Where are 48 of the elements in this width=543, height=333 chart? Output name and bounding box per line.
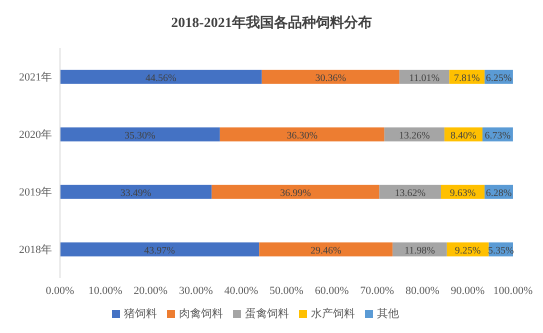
bar <box>60 242 260 256</box>
x-tick-label: 0.00% <box>46 284 74 297</box>
bar <box>60 127 220 142</box>
data-label: 33.49% <box>120 188 152 199</box>
x-tick-label: 20.00% <box>134 284 168 297</box>
x-tick-label: 40.00% <box>224 284 258 297</box>
data-label: 30.36% <box>315 72 346 84</box>
data-label: 7.81% <box>454 72 480 84</box>
bar <box>259 242 393 256</box>
bar <box>60 184 212 199</box>
legend-label: 蛋禽饲料 <box>245 308 289 320</box>
data-label: 44.56% <box>146 72 176 84</box>
data-label: 43.97% <box>144 245 176 256</box>
data-label: 6.25% <box>486 72 512 84</box>
x-tick-label: 100.00% <box>493 284 533 297</box>
x-tick-label: 60.00% <box>314 284 349 297</box>
y-tick-label: 2018年 <box>19 244 52 256</box>
data-label: 13.62% <box>394 188 426 199</box>
data-label: 6.73% <box>484 130 511 142</box>
bar <box>220 127 384 142</box>
data-label: 13.26% <box>398 130 430 142</box>
legend-label: 肉禽饲料 <box>179 308 223 320</box>
bar <box>262 70 400 84</box>
x-tick-label: 10.00% <box>88 284 122 297</box>
data-label: 11.01% <box>409 72 440 84</box>
x-tick-label: 90.00% <box>450 284 485 297</box>
data-label: 8.40% <box>450 130 476 142</box>
data-label: 29.46% <box>310 245 342 256</box>
data-label: 36.99% <box>280 188 311 199</box>
bar <box>212 184 380 199</box>
y-tick-label: 2020年 <box>19 129 52 142</box>
x-tick-label: 50.00% <box>270 284 304 297</box>
data-label: 35.30% <box>124 130 156 142</box>
data-label: 11.98% <box>404 245 436 256</box>
legend-label: 猪饲料 <box>124 308 157 320</box>
data-label: 9.25% <box>454 245 481 256</box>
legend-label: 其他 <box>377 308 399 320</box>
bar <box>60 70 262 84</box>
y-tick-label: 2021年 <box>19 72 52 84</box>
x-tick-label: 30.00% <box>178 284 213 297</box>
data-label: 6.28% <box>486 188 512 199</box>
data-label: 9.63% <box>450 188 476 199</box>
x-tick-label: 70.00% <box>360 284 394 297</box>
y-tick-label: 2019年 <box>19 186 52 199</box>
legend-label: 水产饲料 <box>311 308 355 320</box>
x-tick-label: 80.00% <box>405 284 440 297</box>
chart-title: 2018-2021年我国各品种饲料分布 <box>170 14 373 33</box>
data-label: 36.30% <box>286 130 318 142</box>
